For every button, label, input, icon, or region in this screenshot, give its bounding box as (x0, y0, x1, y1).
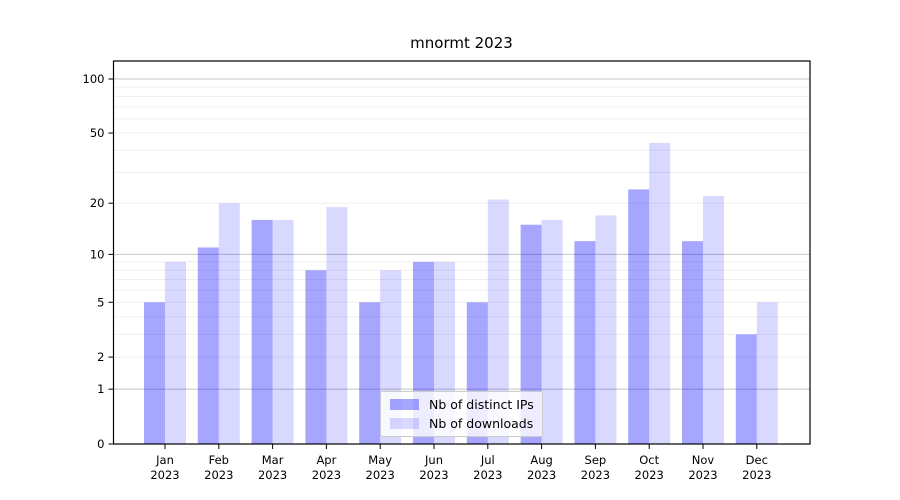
bar-distinct-ips-jan (144, 302, 165, 444)
y-tick-label: 20 (90, 196, 105, 210)
bar-downloads-feb (218, 203, 240, 444)
legend-entry-downloads: Nb of downloads (390, 416, 534, 431)
x-tick-label: Sep 2023 (581, 453, 610, 482)
y-tick-label: 0 (97, 437, 104, 451)
legend-entry-distinct-ips: Nb of distinct IPs (390, 397, 534, 412)
bar-distinct-ips-oct (628, 189, 650, 444)
bar-distinct-ips-feb (197, 247, 219, 444)
x-tick-label: May 2023 (366, 453, 395, 482)
y-tick-label: 100 (83, 72, 105, 86)
y-tick-label: 5 (97, 295, 104, 309)
x-tick-label: Aug 2023 (527, 453, 556, 482)
bar-distinct-ips-may (359, 302, 381, 444)
x-tick-label: Jul 2023 (473, 453, 502, 482)
bar-distinct-ips-mar (251, 219, 273, 444)
chart-title: mnormt 2023 (410, 34, 513, 52)
y-tick-label: 50 (90, 126, 105, 140)
bar-distinct-ips-aug (520, 224, 542, 444)
legend-swatch-distinct-ips (390, 399, 419, 410)
bar-downloads-aug (541, 219, 563, 444)
y-tick-label: 10 (90, 247, 105, 261)
bar-distinct-ips-apr (305, 270, 327, 444)
bar-downloads-jan (165, 261, 186, 444)
x-tick-label: Feb 2023 (204, 453, 233, 482)
axes-box (112, 60, 811, 445)
y-tick-label: 1 (97, 382, 104, 396)
x-tick-label: Nov 2023 (688, 453, 717, 482)
legend-swatch-downloads (390, 418, 419, 429)
x-tick-label: Jan 2023 (150, 453, 179, 482)
x-tick-label: Jun 2023 (419, 453, 448, 482)
bar-downloads-dec (756, 302, 778, 444)
x-tick-label: Oct 2023 (635, 453, 664, 482)
bar-downloads-sep (595, 215, 617, 444)
x-tick-label: Apr 2023 (312, 453, 341, 482)
bar-downloads-apr (326, 207, 348, 444)
legend: Nb of distinct IPs Nb of downloads (380, 391, 543, 437)
bar-downloads-jul (487, 199, 509, 444)
bar-distinct-ips-nov (682, 241, 703, 444)
bar-distinct-ips-dec (735, 334, 757, 444)
bar-downloads-oct (649, 142, 671, 444)
legend-label-distinct-ips: Nb of distinct IPs (429, 397, 534, 412)
x-tick-label: Mar 2023 (258, 453, 287, 482)
bar-downloads-nov (703, 196, 724, 444)
x-tick-label: Dec 2023 (742, 453, 771, 482)
y-tick-label: 2 (97, 350, 104, 364)
bar-downloads-mar (272, 219, 294, 444)
legend-label-downloads: Nb of downloads (429, 416, 534, 431)
bar-distinct-ips-sep (574, 241, 596, 444)
